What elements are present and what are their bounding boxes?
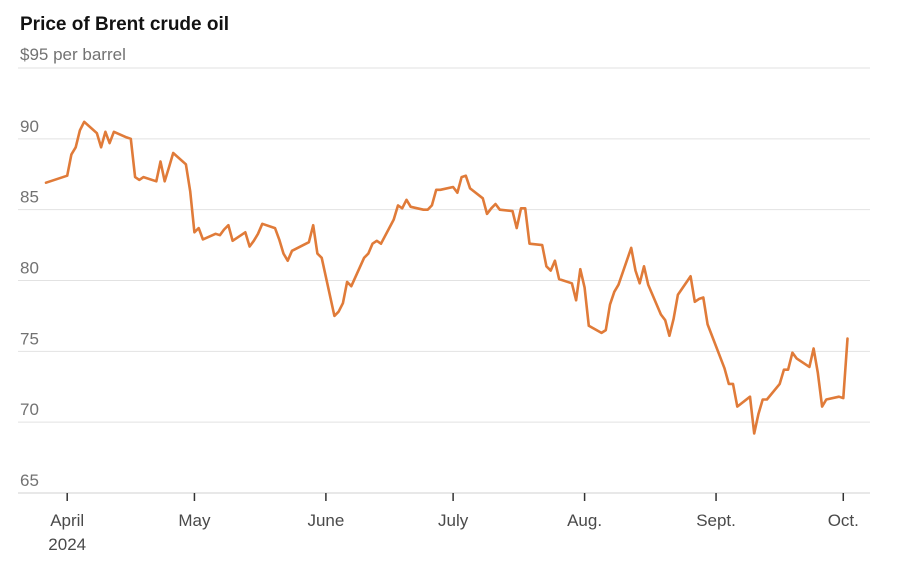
x-tick-label: Oct.	[828, 511, 859, 530]
y-tick-label: 80	[20, 259, 39, 278]
y-tick-label: 70	[20, 400, 39, 419]
y-tick-label: 65	[20, 471, 39, 490]
chart-title: Price of Brent crude oil	[20, 14, 229, 35]
x-tick-label: Aug.	[567, 511, 602, 530]
chart-subtitle: $95 per barrel	[20, 45, 126, 64]
x-tick-label: May	[178, 511, 211, 530]
y-tick-label: 90	[20, 117, 39, 136]
y-axis-tick-labels: 65 70 75 80 85 90	[20, 117, 39, 490]
x-tick-label: April	[50, 511, 84, 530]
x-tick-label: Sept.	[696, 511, 736, 530]
y-tick-label: 85	[20, 188, 39, 207]
gridlines	[18, 67, 870, 423]
brent-price-line	[44, 120, 849, 435]
x-axis-ticks: April 2024 May June July Aug. Sept. Oct.	[48, 493, 859, 554]
x-tick-label: June	[307, 511, 344, 530]
y-tick-label: 75	[20, 329, 39, 348]
x-tick-label: July	[438, 511, 469, 530]
x-tick-sublabel: 2024	[48, 535, 86, 554]
